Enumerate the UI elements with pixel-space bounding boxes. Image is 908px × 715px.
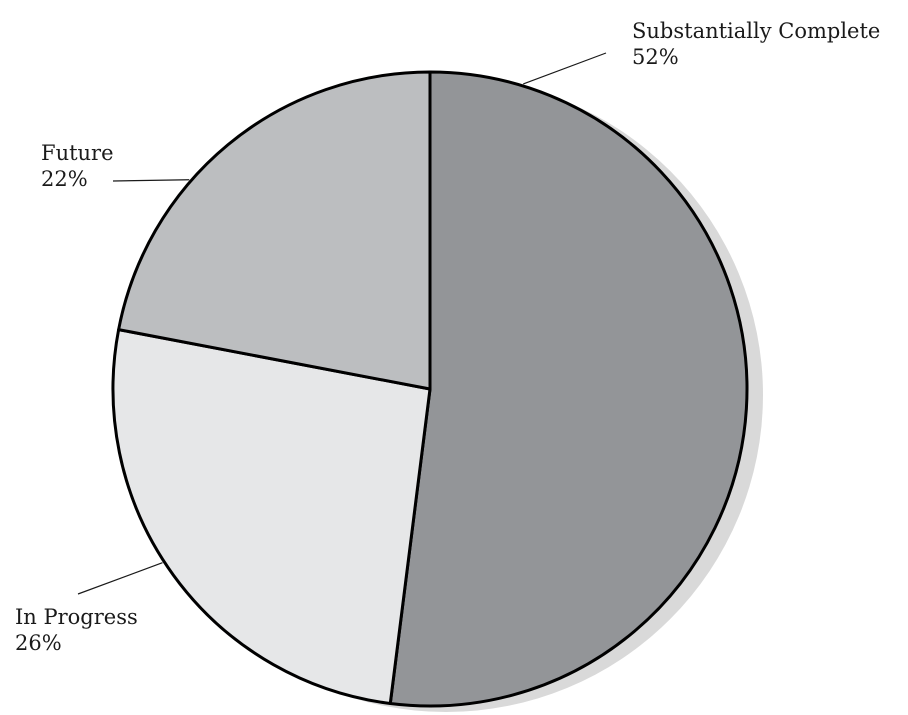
slice-percent-label: 52% bbox=[632, 45, 679, 69]
leader-line-future bbox=[112, 179, 190, 182]
slice-percent-label: 26% bbox=[15, 631, 62, 655]
leader-lines bbox=[77, 52, 607, 595]
pie-slices bbox=[111, 70, 749, 708]
slice-percent-label: 22% bbox=[41, 167, 88, 191]
leader-line-in-progress bbox=[77, 562, 163, 595]
slice-name-label: Substantially Complete bbox=[632, 19, 880, 43]
slice-name-label: In Progress bbox=[15, 605, 138, 629]
leader-line-substantially-complete bbox=[523, 52, 607, 85]
pie-slice-in-progress bbox=[111, 328, 432, 705]
pie-slice-substantially-complete bbox=[388, 70, 749, 708]
pie-slice-future bbox=[117, 70, 432, 391]
slice-name-label: Future bbox=[41, 141, 114, 165]
